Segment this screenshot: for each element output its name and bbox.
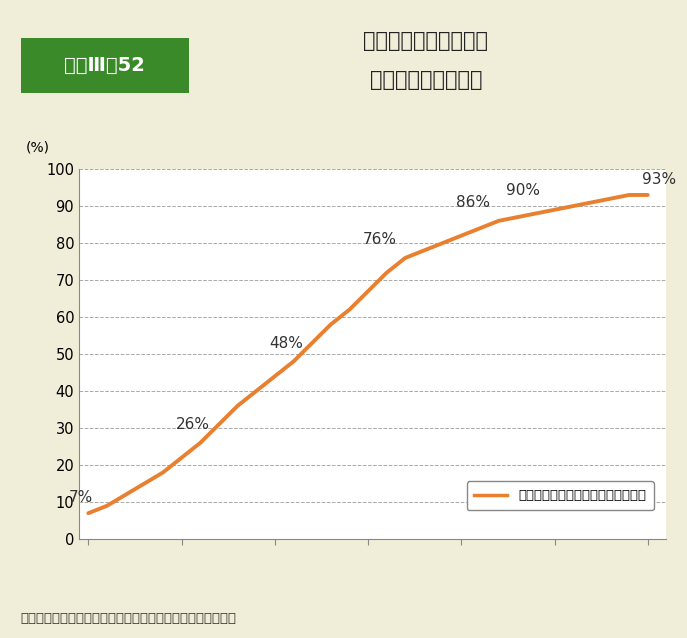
- Text: 76%: 76%: [363, 232, 396, 247]
- Text: 90%: 90%: [506, 183, 540, 198]
- Text: 48%: 48%: [269, 336, 303, 351]
- Text: (%): (%): [26, 140, 50, 154]
- Legend: 木造軸組構法におけるプレカット率: 木造軸組構法におけるプレカット率: [466, 482, 654, 510]
- Text: 木造軸組構法における: 木造軸組構法における: [363, 31, 488, 52]
- Text: 資料Ⅲ－52: 資料Ⅲ－52: [65, 56, 145, 75]
- Text: 資料：一般社団法人全国木造住宅機械プレカット協会調べ。: 資料：一般社団法人全国木造住宅機械プレカット協会調べ。: [21, 612, 236, 625]
- Text: プレカット率の推移: プレカット率の推移: [370, 70, 482, 90]
- Text: 26%: 26%: [176, 417, 210, 432]
- Text: 7%: 7%: [69, 490, 93, 505]
- Text: 93%: 93%: [642, 172, 676, 187]
- Text: 86%: 86%: [455, 195, 490, 210]
